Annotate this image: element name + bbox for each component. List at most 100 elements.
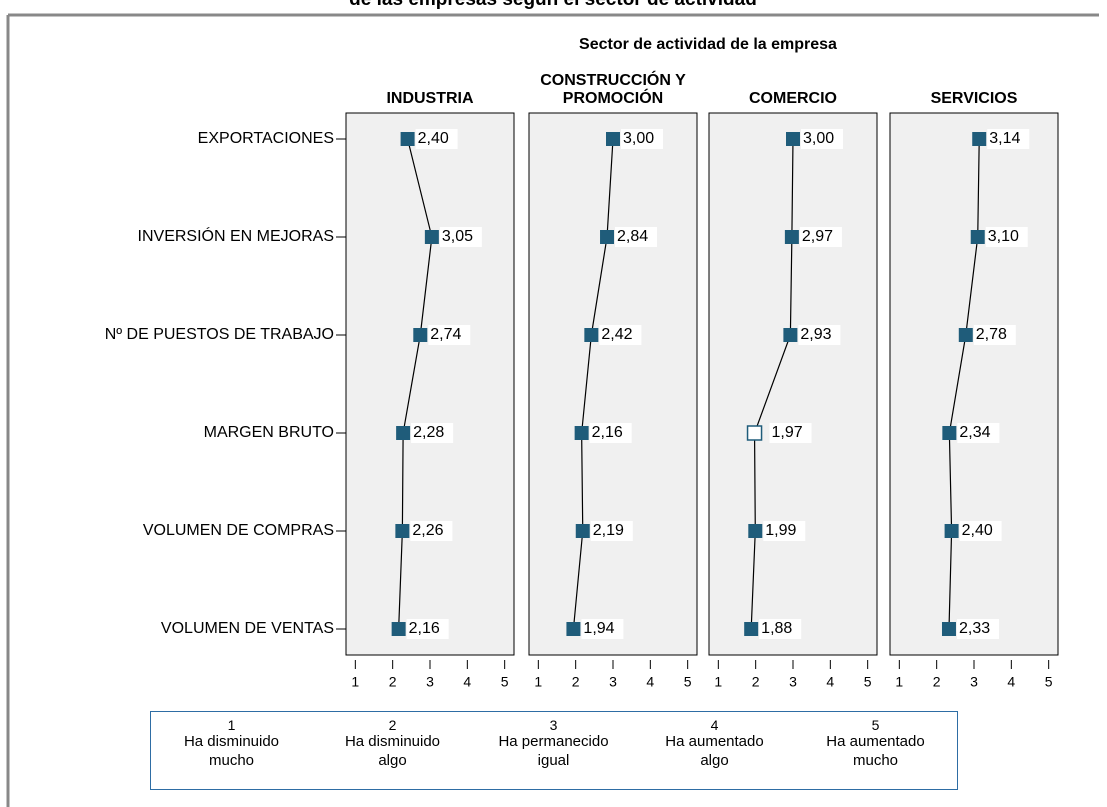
series-line: [948, 138, 980, 630]
value-label-bg: [759, 619, 802, 639]
x-tick-label: 5: [684, 674, 692, 690]
x-tick-label: 1: [895, 674, 903, 690]
marker: [941, 622, 956, 636]
category-label: VOLUMEN DE VENTAS: [161, 620, 334, 637]
marker: [575, 524, 590, 538]
marker: [783, 328, 798, 342]
value-label: 2,84: [617, 228, 648, 245]
value-label-bg: [799, 227, 842, 247]
value-label-bg: [956, 619, 999, 639]
x-tick-label: 3: [426, 674, 434, 690]
category-label: MARGEN BRUTO: [204, 424, 334, 441]
scale-legend-item: 4 Ha aumentado algo: [634, 712, 795, 789]
scale-legend-item: 5 Ha aumentado mucho: [795, 712, 956, 789]
series-line: [398, 138, 433, 630]
value-label-bg: [439, 227, 482, 247]
value-label: 1,97: [772, 424, 803, 441]
scale-text: Ha aumentado mucho: [826, 733, 925, 769]
value-label: 1,99: [765, 522, 796, 539]
value-label: 2,26: [412, 522, 443, 539]
scale-number: 1: [227, 717, 236, 733]
scale-legend-item: 2 Ha disminuido algo: [312, 712, 473, 789]
panel-header: SERVICIOS: [930, 90, 1018, 107]
series-line: [572, 138, 614, 630]
value-label: 2,19: [593, 522, 624, 539]
x-tick-label: 1: [534, 674, 542, 690]
x-tick-label: 2: [389, 674, 397, 690]
panel: [528, 112, 698, 656]
chart-subtitle: Sector de actividad de la empresa: [579, 36, 837, 53]
scale-number: 2: [388, 717, 397, 733]
panel-header: CONSTRUCCIÓN Y PROMOCIÓN: [540, 72, 686, 107]
category-label: INVERSIÓN EN MEJORAS: [138, 226, 334, 245]
marker: [958, 328, 973, 342]
value-label-bg: [798, 325, 841, 345]
value-label-bg: [428, 325, 471, 345]
scale-number: 5: [871, 717, 880, 733]
value-label: 3,05: [442, 228, 473, 245]
value-label-bg: [973, 325, 1016, 345]
panel: [708, 112, 878, 656]
scale-text: Ha disminuido mucho: [183, 733, 280, 769]
x-tick-label: 3: [789, 674, 797, 690]
x-tick-label: 1: [714, 674, 722, 690]
x-tick-label: 5: [864, 674, 872, 690]
marker: [972, 132, 987, 146]
value-label-bg: [957, 423, 1000, 443]
marker: [584, 328, 599, 342]
value-label: 1,94: [583, 620, 614, 637]
value-label: 2,33: [959, 620, 990, 637]
value-label-bg: [590, 521, 633, 541]
value-label: 2,16: [592, 424, 623, 441]
marker: [970, 230, 985, 244]
marker: [746, 425, 763, 441]
marker: [566, 622, 581, 636]
value-label-bg: [406, 619, 449, 639]
x-tick-label: 2: [572, 674, 580, 690]
x-tick-label: 4: [646, 674, 654, 690]
marker: [944, 524, 959, 538]
scale-text: Ha aumentado algo: [665, 733, 764, 769]
marker: [784, 230, 799, 244]
scale-legend-item: 1 Ha disminuido mucho: [151, 712, 312, 789]
marker: [600, 230, 615, 244]
x-tick-label: 5: [501, 674, 509, 690]
marker: [748, 524, 763, 538]
panel-header: INDUSTRIA: [386, 90, 474, 107]
value-label: 2,97: [802, 228, 833, 245]
value-label: 3,00: [803, 130, 834, 147]
marker: [574, 426, 589, 440]
value-label: 2,28: [413, 424, 444, 441]
x-tick-label: 3: [970, 674, 978, 690]
value-label: 2,42: [601, 326, 632, 343]
value-label: 2,40: [418, 130, 449, 147]
scale-text: Ha disminuido algo: [344, 733, 441, 769]
value-label-bg: [615, 227, 658, 247]
value-label-bg: [801, 129, 843, 149]
value-label-bg: [769, 423, 812, 443]
scale-text: Ha permanecido igual: [498, 733, 609, 769]
value-label-bg: [599, 325, 642, 345]
value-label: 2,40: [962, 522, 993, 539]
x-tick-label: 4: [826, 674, 834, 690]
scale-legend-item: 3 Ha permanecido igual: [473, 712, 634, 789]
chart-title: de las empresas según el sector de activ…: [349, 0, 757, 10]
x-tick-label: 1: [351, 674, 359, 690]
marker: [606, 132, 620, 146]
value-label: 2,93: [800, 326, 831, 343]
scale-number: 3: [549, 717, 558, 733]
series-line: [750, 138, 794, 630]
value-label: 1,88: [761, 620, 792, 637]
x-tick-label: 4: [1007, 674, 1015, 690]
value-label-bg: [987, 129, 1030, 149]
value-label: 2,34: [959, 424, 990, 441]
value-label: 3,00: [623, 130, 654, 147]
category-label: Nº DE PUESTOS DE TRABAJO: [105, 326, 334, 343]
category-label: EXPORTACIONES: [198, 130, 334, 147]
value-label-bg: [763, 521, 806, 541]
x-tick-label: 2: [752, 674, 760, 690]
value-label-bg: [411, 423, 454, 443]
value-label: 2,16: [409, 620, 440, 637]
